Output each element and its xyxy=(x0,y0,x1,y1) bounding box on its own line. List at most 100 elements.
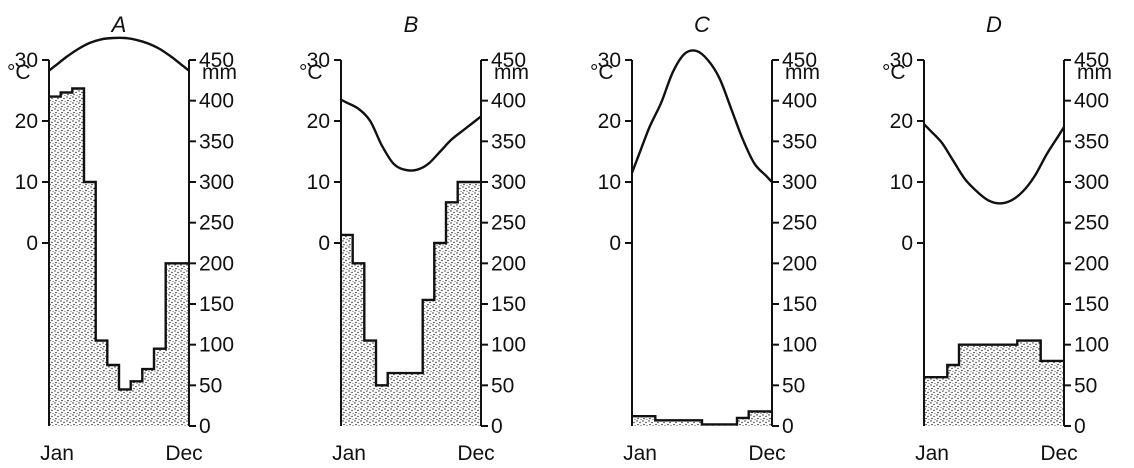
rain-tick-label: 250 xyxy=(199,212,234,235)
x-start-label: Jan xyxy=(623,442,657,465)
rain-tick-label: 450 xyxy=(1074,49,1109,72)
rainfall-bar-oct xyxy=(737,417,750,426)
temperature-line xyxy=(630,49,773,183)
rain-tick-label: 350 xyxy=(782,130,817,153)
rainfall-bar-nov xyxy=(1040,360,1053,426)
rain-tick-label: 150 xyxy=(199,293,234,316)
rain-tick-label: 0 xyxy=(1074,415,1086,438)
rain-tick-label: 400 xyxy=(491,90,526,113)
x-end-label: Dec xyxy=(457,442,494,465)
temp-unit-label: °C xyxy=(590,61,614,84)
panel-title: D xyxy=(986,12,1002,37)
temp-tick-label: 30 xyxy=(15,49,38,72)
rainfall-bar-jun xyxy=(107,365,120,426)
rain-tick-label: 350 xyxy=(199,130,234,153)
rain-tick-label: 350 xyxy=(491,130,526,153)
rainfall-bar-oct xyxy=(1029,340,1042,426)
rainfall-bar-aug xyxy=(130,381,143,426)
rainfall-bar-jun xyxy=(399,373,412,426)
panel-title: B xyxy=(404,12,419,37)
rain-tick-label: 450 xyxy=(782,49,817,72)
rain-tick-label: 250 xyxy=(491,212,526,235)
rainfall-bar-may xyxy=(95,340,108,426)
rain-tick-label: 400 xyxy=(782,90,817,113)
rainfall-bar-feb xyxy=(60,92,73,427)
rain-tick-label: 200 xyxy=(1074,252,1109,275)
rainfall-bar-jun xyxy=(982,344,995,426)
rainfall-bar-sep xyxy=(1017,340,1030,426)
rainfall-bar-aug xyxy=(422,299,435,426)
rainfall-bar-jul xyxy=(411,373,424,426)
x-start-label: Jan xyxy=(332,442,366,465)
rainfall-bar-jan xyxy=(632,416,645,426)
rain-tick-label: 100 xyxy=(491,334,526,357)
temp-tick-label: 0 xyxy=(901,232,913,255)
rainfall-bar-dec xyxy=(469,182,482,426)
rainfall-bar-jan xyxy=(49,96,62,426)
rain-tick-label: 350 xyxy=(1074,130,1109,153)
rain-tick-label: 450 xyxy=(491,49,526,72)
temp-tick-label: 0 xyxy=(609,232,621,255)
rainfall-bar-jun xyxy=(690,420,703,426)
rain-unit-label: mm xyxy=(1077,61,1112,84)
rainfall-bar-aug xyxy=(1005,344,1018,426)
rainfall-bar-may xyxy=(970,344,983,426)
rainfall-bar-may xyxy=(387,373,400,426)
temp-tick-label: 20 xyxy=(890,110,913,133)
temp-tick-label: 0 xyxy=(318,232,330,255)
x-end-label: Dec xyxy=(1040,442,1077,465)
rain-tick-label: 150 xyxy=(1074,293,1109,316)
temperature-line xyxy=(48,36,190,72)
temp-tick-label: 30 xyxy=(307,49,330,72)
rainfall-bar-sep xyxy=(142,369,155,426)
rainfall-bar-feb xyxy=(935,377,948,426)
rain-unit-label: mm xyxy=(785,61,820,84)
rainfall-bar-feb xyxy=(352,263,365,426)
rainfall-step-outline xyxy=(632,410,772,426)
temp-unit-label: °C xyxy=(7,61,31,84)
temp-tick-label: 20 xyxy=(15,110,38,133)
rain-tick-label: 100 xyxy=(199,334,234,357)
rain-tick-label: 0 xyxy=(491,415,503,438)
rainfall-bar-may xyxy=(678,420,691,426)
temp-tick-label: 10 xyxy=(598,171,621,194)
rain-tick-label: 450 xyxy=(199,49,234,72)
rain-tick-label: 150 xyxy=(491,293,526,316)
temp-tick-label: 20 xyxy=(307,110,330,133)
rain-tick-label: 300 xyxy=(1074,171,1109,194)
rain-tick-label: 250 xyxy=(782,212,817,235)
temp-tick-label: 10 xyxy=(890,171,913,194)
rain-tick-label: 200 xyxy=(491,252,526,275)
rain-tick-label: 150 xyxy=(782,293,817,316)
rain-tick-label: 50 xyxy=(491,374,514,397)
rainfall-bar-nov xyxy=(748,411,761,426)
rain-tick-label: 0 xyxy=(199,415,211,438)
temp-tick-label: 20 xyxy=(598,110,621,133)
temp-tick-label: 10 xyxy=(307,171,330,194)
rainfall-bar-oct xyxy=(154,348,167,426)
rainfall-bar-dec xyxy=(760,411,773,426)
x-start-label: Jan xyxy=(40,442,74,465)
rainfall-bar-dec xyxy=(1052,360,1065,426)
rain-tick-label: 200 xyxy=(782,252,817,275)
rain-unit-label: mm xyxy=(494,61,529,84)
rainfall-step-outline xyxy=(924,339,1064,379)
rainfall-bar-mar xyxy=(72,88,85,426)
rainfall-bar-mar xyxy=(364,340,377,426)
rain-tick-label: 300 xyxy=(491,171,526,194)
rainfall-bar-mar xyxy=(947,365,960,426)
x-end-label: Dec xyxy=(748,442,785,465)
temperature-line xyxy=(923,123,1066,205)
rain-tick-label: 400 xyxy=(1074,90,1109,113)
temp-tick-label: 30 xyxy=(598,49,621,72)
rain-tick-label: 0 xyxy=(782,415,794,438)
rain-tick-label: 50 xyxy=(1074,374,1097,397)
rainfall-bar-feb xyxy=(643,416,656,426)
rainfall-bar-jan xyxy=(341,234,354,426)
rain-tick-label: 50 xyxy=(199,374,222,397)
rain-tick-label: 300 xyxy=(782,171,817,194)
